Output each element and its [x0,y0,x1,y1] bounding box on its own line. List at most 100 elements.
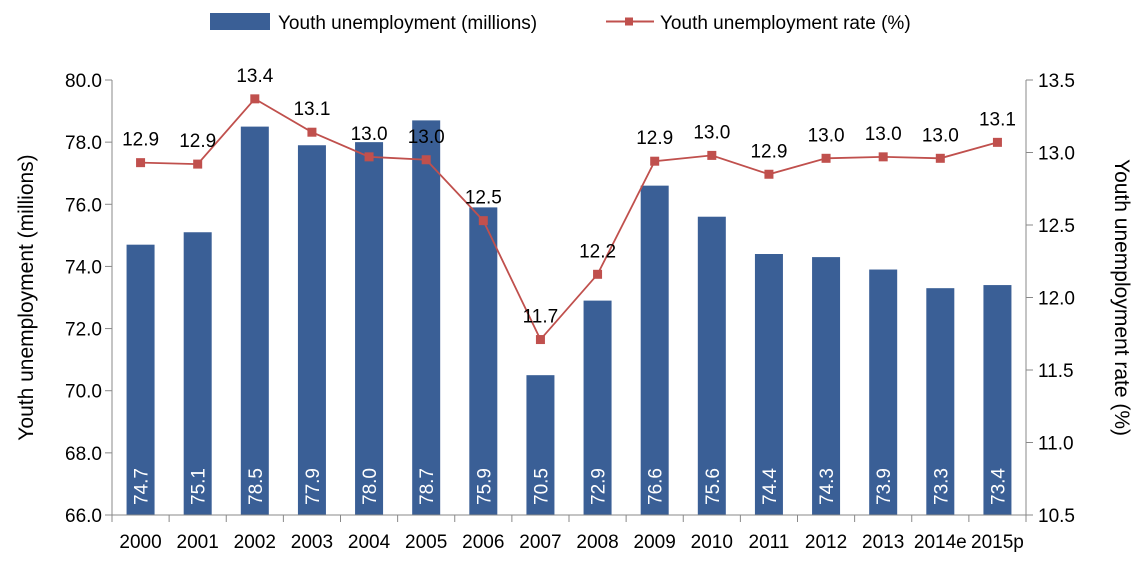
y-left-tick-label: 78.0 [65,133,102,154]
bar-2003 [297,145,326,515]
rate-label-2006: 12.5 [465,188,502,209]
bar-2007 [526,375,555,515]
y-axis-left-title: Youth unemployment (millions) [15,154,38,440]
y-left-tick-label: 74.0 [65,257,102,278]
rate-label-2003: 13.1 [293,99,330,120]
bar-2013 [869,269,898,515]
bar-2012 [812,257,841,515]
x-tick-label-2007: 2007 [519,532,561,553]
rate-label-2004: 13.0 [351,124,388,145]
y-right-tick-label: 12.5 [1038,216,1075,237]
bar-label-2007: 70.5 [531,468,552,505]
rate-marker-2004 [364,152,374,162]
rate-label-2011: 12.9 [750,141,787,162]
x-tick-label-2010: 2010 [691,532,733,553]
bar-2008 [583,300,612,515]
y-axis-left-label: Youth unemployment (millions) [15,154,38,440]
rate-line [140,97,998,342]
y-right-tick-label: 11.0 [1038,434,1074,455]
x-tick-label-2014e: 2014e [914,532,967,553]
rate-marker-2000 [136,158,146,168]
bar-data-labels: 74.7 75.1 78.5 77.9 78.0 78.7 75.9 70.5 72.9 76.6… [132,468,1010,505]
bar-2015p [983,285,1012,515]
x-tick-label-2009: 2009 [634,532,676,553]
rate-marker-2009 [650,156,660,166]
rate-label-2015p: 13.1 [979,109,1016,130]
bar-label-2015p: 73.4 [988,468,1009,505]
legend: Youth unemployment (millions) Youth unemp… [210,13,911,34]
line-data-labels: 12.9 12.9 13.4 13.1 13.0 13.0 12.5 11.7 12.2 12.9… [122,66,1016,328]
x-tick-label-2012: 2012 [805,532,847,553]
rate-marker-2013 [878,152,888,162]
y-right-tick-label: 13.5 [1038,71,1075,92]
bar-series [126,120,1012,516]
bar-label-2000: 74.7 [132,468,153,505]
rate-marker-2001 [193,159,203,169]
x-axis-ticks: 2000 2001 2002 2003 2004 2005 2006 2007 2008 2009… [111,515,1027,553]
rate-label-2014e: 13.0 [922,125,959,146]
y-left-tick-label: 66.0 [65,506,102,527]
y-left-tick-label: 80.0 [65,71,102,92]
bar-2004 [355,142,384,515]
bar-2011 [754,254,783,515]
legend-swatch-bar [210,13,270,30]
y-right-tick-label: 13.0 [1038,144,1075,165]
rate-marker-2008 [593,269,603,279]
bar-2014e [926,288,955,515]
line-series [136,94,1002,345]
bar-label-2012: 74.3 [817,468,838,505]
legend-label-line: Youth unemployment rate (%) [660,13,911,34]
y-right-tick-label: 10.5 [1038,506,1075,527]
rate-label-2008: 12.2 [579,241,616,262]
bar-label-2014e: 73.3 [931,468,952,505]
x-tick-label-2013: 2013 [862,532,904,553]
x-tick-label-2001: 2001 [177,532,219,553]
rate-marker-2006 [478,216,488,226]
bar-label-2009: 76.6 [646,468,667,505]
x-tick-label-2008: 2008 [576,532,618,553]
bar-label-2003: 77.9 [303,468,324,505]
rate-label-2001: 12.9 [179,131,216,152]
rate-label-2013: 13.0 [865,124,902,145]
rate-marker-2007 [535,335,545,345]
x-tick-label-2006: 2006 [462,532,504,553]
bar-label-2011: 74.4 [760,468,781,505]
rate-label-2005: 13.0 [408,127,445,148]
y-left-tick-label: 76.0 [65,195,102,216]
rate-label-2012: 13.0 [808,125,845,146]
legend-label-bar: Youth unemployment (millions) [278,13,537,34]
x-tick-label-2004: 2004 [348,532,391,553]
rate-marker-2005 [421,155,431,165]
rate-marker-2003 [307,127,317,137]
bar-label-2005: 78.7 [417,468,438,505]
bar-label-2004: 78.0 [360,468,381,505]
bar-2002 [240,126,269,515]
y-axis-right-title: Youth unemployment rate (%) [1110,159,1133,436]
bar-label-2010: 75.6 [703,468,724,505]
x-tick-label-2011: 2011 [749,532,790,553]
bar-label-2001: 75.1 [189,468,210,505]
bar-2001 [183,232,212,515]
bar-2000 [126,244,155,515]
bar-label-2006: 75.9 [474,468,495,505]
bar-2006 [469,207,498,515]
rate-label-2000: 12.9 [122,130,159,151]
rate-marker-2015p [992,137,1002,147]
rate-label-2010: 13.0 [693,122,730,143]
rate-marker-2012 [821,153,831,163]
rate-label-2007: 11.7 [523,307,559,328]
y-left-tick-label: 70.0 [65,382,102,403]
y-axis-right-ticks: 10.5 11.0 11.5 12.0 12.5 13.0 13.5 [1026,71,1075,527]
bar-label-2013: 73.9 [874,468,895,505]
rate-marker-2011 [764,169,774,179]
bar-label-2002: 78.5 [246,468,267,505]
x-tick-label-2000: 2000 [119,532,161,553]
rate-marker-2014e [935,153,945,163]
legend-swatch-marker [625,17,633,26]
y-axis-left-ticks: 66.0 68.0 70.0 72.0 74.0 76.0 78.0 80.0 [65,71,112,527]
x-tick-label-2005: 2005 [405,532,447,553]
bar-2010 [697,216,726,515]
bar-2005 [412,120,441,516]
rate-marker-2010 [707,150,717,160]
rate-label-2009: 12.9 [636,128,673,149]
